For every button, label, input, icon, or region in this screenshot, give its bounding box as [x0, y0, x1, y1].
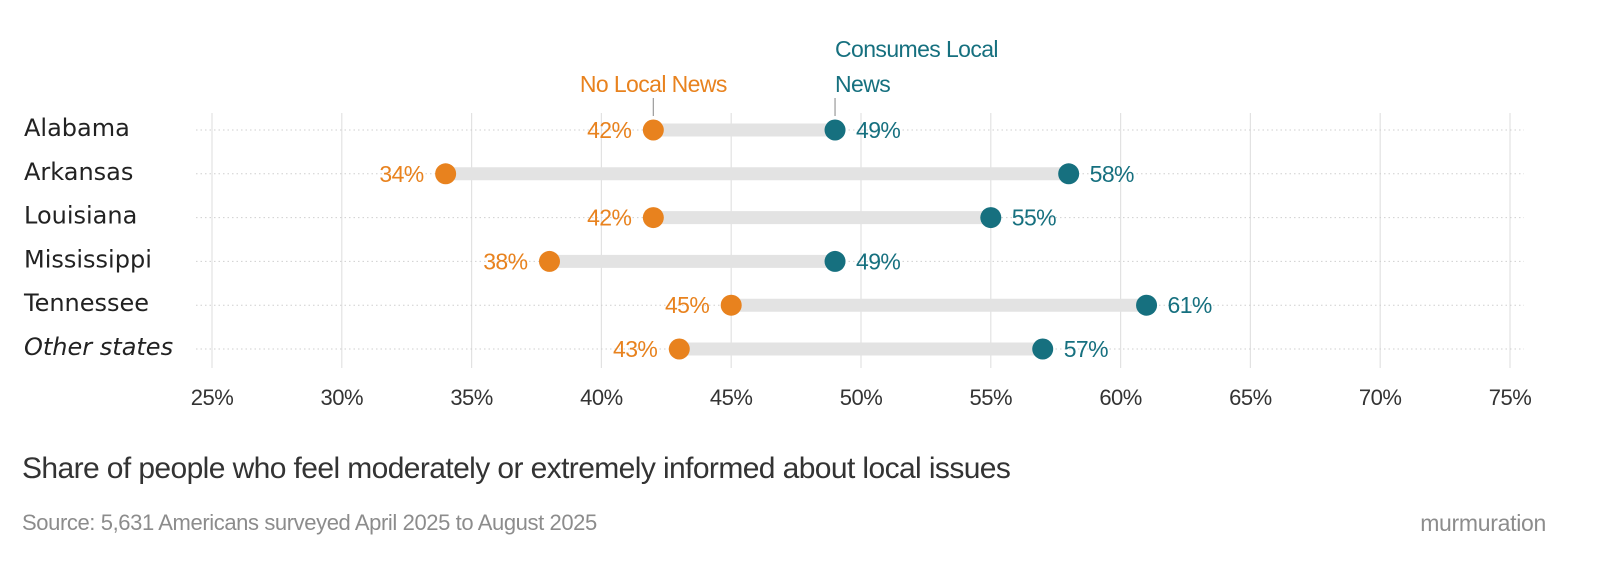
legend-consumes-local-news-line: News [835, 71, 890, 97]
category-label: Tennessee [23, 289, 149, 317]
consumes-local-news-value-label: 49% [856, 117, 900, 143]
category-label: Other states [24, 333, 173, 361]
consumes-local-news-dot [980, 207, 1002, 229]
no-local-news-dot [435, 163, 457, 185]
no-local-news-value-label: 34% [379, 161, 423, 187]
consumes-local-news-dot [1058, 163, 1080, 185]
legend-layer: No Local News Consumes Local News [580, 36, 999, 116]
x-tick-label: 65% [1229, 385, 1272, 410]
consumes-local-news-dot [824, 250, 846, 272]
no-local-news-value-label: 38% [483, 248, 527, 274]
consumes-local-news-value-label: 55% [1012, 205, 1056, 231]
x-tick-label: 70% [1359, 385, 1402, 410]
x-tick-label: 75% [1489, 385, 1532, 410]
category-label: Alabama [24, 114, 130, 142]
legend-consumes-local-news-line: Consumes Local [835, 36, 998, 62]
no-local-news-dot [642, 119, 664, 141]
consumes-local-news-value-label: 57% [1064, 336, 1108, 362]
x-tick-label: 35% [450, 385, 493, 410]
no-local-news-value-label: 42% [587, 117, 631, 143]
x-tick-label: 60% [1099, 385, 1142, 410]
category-label: Arkansas [24, 158, 133, 186]
chart-source: Source: 5,631 Americans surveyed April 2… [22, 510, 597, 535]
legend-no-local-news: No Local News [580, 71, 727, 97]
x-tick-label: 25% [191, 385, 234, 410]
consumes-local-news-value-label: 49% [856, 248, 900, 274]
x-tick-label: 50% [840, 385, 883, 410]
no-local-news-dot [668, 338, 690, 360]
no-local-news-value-label: 42% [587, 205, 631, 231]
consumes-local-news-value-label: 61% [1168, 292, 1212, 318]
chart-title: Share of people who feel moderately or e… [22, 452, 1011, 485]
category-label: Louisiana [24, 202, 137, 230]
no-local-news-dot [642, 207, 664, 229]
no-local-news-dot [720, 294, 742, 316]
x-axis: 25% 30% 35% 40% 45% 50% 55% 60% 65% 70% 75% [191, 385, 1532, 410]
x-tick-label: 40% [580, 385, 623, 410]
legend-consumes-local-news: Consumes Local News [835, 36, 998, 97]
brand-logo-text: murmuration [1420, 510, 1546, 536]
dumbbell-chart: 42% 49% 34% 58% 42% 55% 38% 49% 45% 61% 43% 57% No … [23, 36, 1532, 410]
x-tick-label: 30% [321, 385, 364, 410]
category-label: Mississippi [24, 245, 152, 273]
grid-layer [196, 113, 1524, 368]
consumes-local-news-value-label: 58% [1090, 161, 1134, 187]
x-tick-label: 45% [710, 385, 753, 410]
consumes-local-news-dot [824, 119, 846, 141]
no-local-news-value-label: 43% [613, 336, 657, 362]
no-local-news-dot [538, 250, 560, 272]
no-local-news-value-label: 45% [665, 292, 709, 318]
consumes-local-news-dot [1136, 294, 1158, 316]
label-layer: 42% 49% 34% 58% 42% 55% 38% 49% 45% 61% 43% 57% [379, 117, 1212, 362]
consumes-local-news-dot [1032, 338, 1054, 360]
x-tick-label: 55% [970, 385, 1013, 410]
connector-layer [445, 123, 1147, 356]
dot-layer [435, 119, 1158, 360]
category-labels: Alabama Arkansas Louisiana Mississippi Tenne… [23, 114, 173, 361]
